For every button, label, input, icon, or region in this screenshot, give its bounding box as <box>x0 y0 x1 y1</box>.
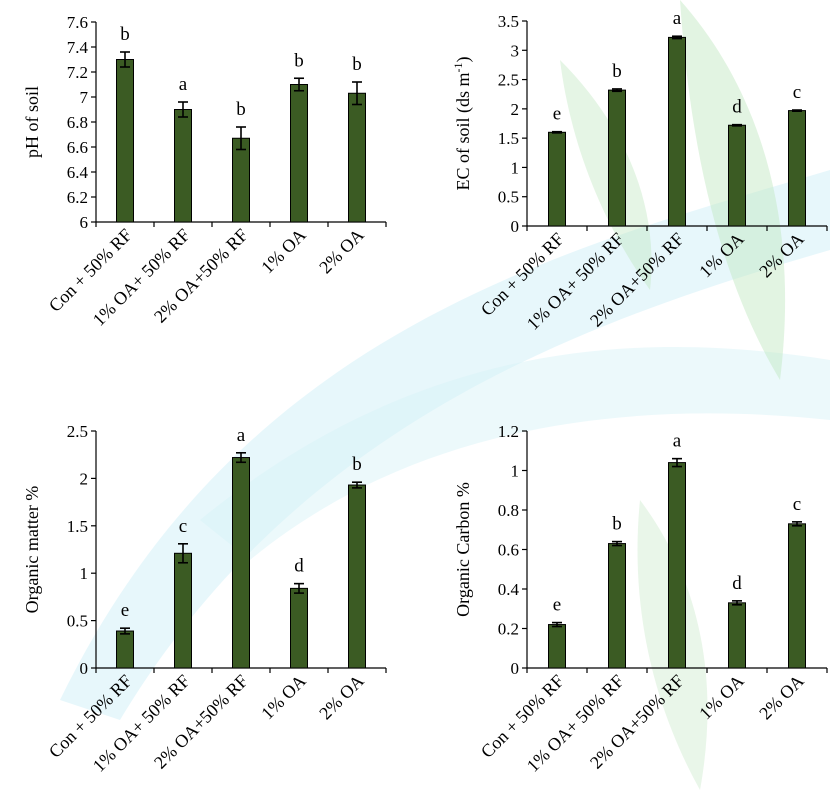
y-tick-label: 0 <box>511 217 520 236</box>
category-label: 1% OA+ 50% RF <box>89 671 194 776</box>
y-axis-label: Organic matter % <box>22 486 42 614</box>
y-tick-label: 6 <box>80 213 89 232</box>
bar <box>174 109 192 223</box>
bar <box>728 602 746 669</box>
bar <box>116 630 134 669</box>
y-tick-label: 7.6 <box>67 13 88 32</box>
y-axis-label: EC of soil (ds m-1) <box>451 56 474 190</box>
y-tick-label: 1 <box>80 564 89 583</box>
y-tick-label: 2 <box>511 100 520 119</box>
category-label: 2% OA <box>755 671 808 724</box>
y-tick-label: 0.2 <box>498 620 519 639</box>
y-tick-label: 3 <box>511 41 520 60</box>
category-label: 2% OA <box>755 229 808 282</box>
bar <box>668 462 686 669</box>
significance-letter: b <box>352 454 362 475</box>
significance-letter: b <box>352 54 362 75</box>
bar <box>290 84 308 223</box>
y-tick-label: 0.8 <box>498 501 519 520</box>
bar <box>348 92 366 223</box>
significance-letter: b <box>120 24 130 45</box>
bar <box>668 36 686 227</box>
y-axis-label: pH of soil <box>22 86 42 158</box>
y-tick-label: 0 <box>511 659 520 678</box>
bar <box>728 124 746 227</box>
category-label: 1% OA <box>257 225 310 278</box>
significance-letter: c <box>793 82 801 103</box>
significance-letter: b <box>612 61 622 82</box>
category-label: 2% OA <box>315 671 368 724</box>
y-tick-label: 1 <box>511 462 520 481</box>
y-tick-label: 0.4 <box>498 580 520 599</box>
category-label: 1% OA <box>695 229 748 282</box>
y-tick-label: 2.5 <box>498 71 519 90</box>
y-tick-label: 2.5 <box>67 422 88 441</box>
bar <box>290 587 308 669</box>
significance-letter: e <box>121 600 129 621</box>
y-tick-label: 0.6 <box>498 541 519 560</box>
bar <box>608 89 626 227</box>
significance-letter: a <box>673 431 682 452</box>
significance-letter: e <box>553 595 561 616</box>
significance-letter: a <box>673 8 682 29</box>
bar <box>608 543 626 669</box>
y-tick-label: 6.4 <box>67 163 89 182</box>
bar <box>116 59 134 223</box>
y-tick-label: 1.2 <box>498 422 519 441</box>
bar <box>174 552 192 669</box>
bar <box>348 484 366 669</box>
y-tick-label: 1.5 <box>67 517 88 536</box>
category-label: 1% OA <box>695 671 748 724</box>
significance-letter: e <box>553 104 561 125</box>
significance-letter: a <box>237 425 246 446</box>
y-tick-label: 7.4 <box>67 38 89 57</box>
y-tick-label: 6.2 <box>67 188 88 207</box>
y-tick-label: 1 <box>511 158 520 177</box>
significance-letter: d <box>732 97 742 118</box>
significance-letter: a <box>179 74 188 95</box>
y-tick-label: 0.5 <box>67 612 88 631</box>
category-label: 1% OA <box>257 671 310 724</box>
bar <box>788 523 806 669</box>
y-tick-label: 6.6 <box>67 138 88 157</box>
significance-letter: b <box>236 99 246 120</box>
bar <box>548 624 566 669</box>
significance-letter: c <box>793 494 801 515</box>
y-tick-label: 7 <box>80 88 89 107</box>
significance-letter: c <box>179 516 187 537</box>
bar <box>548 131 566 227</box>
significance-letter: d <box>732 573 742 594</box>
y-tick-label: 0 <box>80 659 89 678</box>
y-tick-label: 0.5 <box>498 188 519 207</box>
y-axis-label: Organic Carbon % <box>453 482 473 617</box>
y-tick-label: 7.2 <box>67 63 88 82</box>
bar <box>232 137 250 223</box>
significance-letter: b <box>294 50 304 71</box>
significance-letter: b <box>612 514 622 535</box>
y-tick-label: 1.5 <box>498 129 519 148</box>
category-label: 1% OA+ 50% RF <box>89 225 194 330</box>
significance-letter: d <box>294 556 304 577</box>
category-label: 2% OA <box>315 225 368 278</box>
y-tick-label: 3.5 <box>498 12 519 31</box>
y-tick-label: 2 <box>80 469 89 488</box>
y-tick-label: 6.8 <box>67 113 88 132</box>
bar <box>232 457 250 669</box>
bar <box>788 110 806 227</box>
